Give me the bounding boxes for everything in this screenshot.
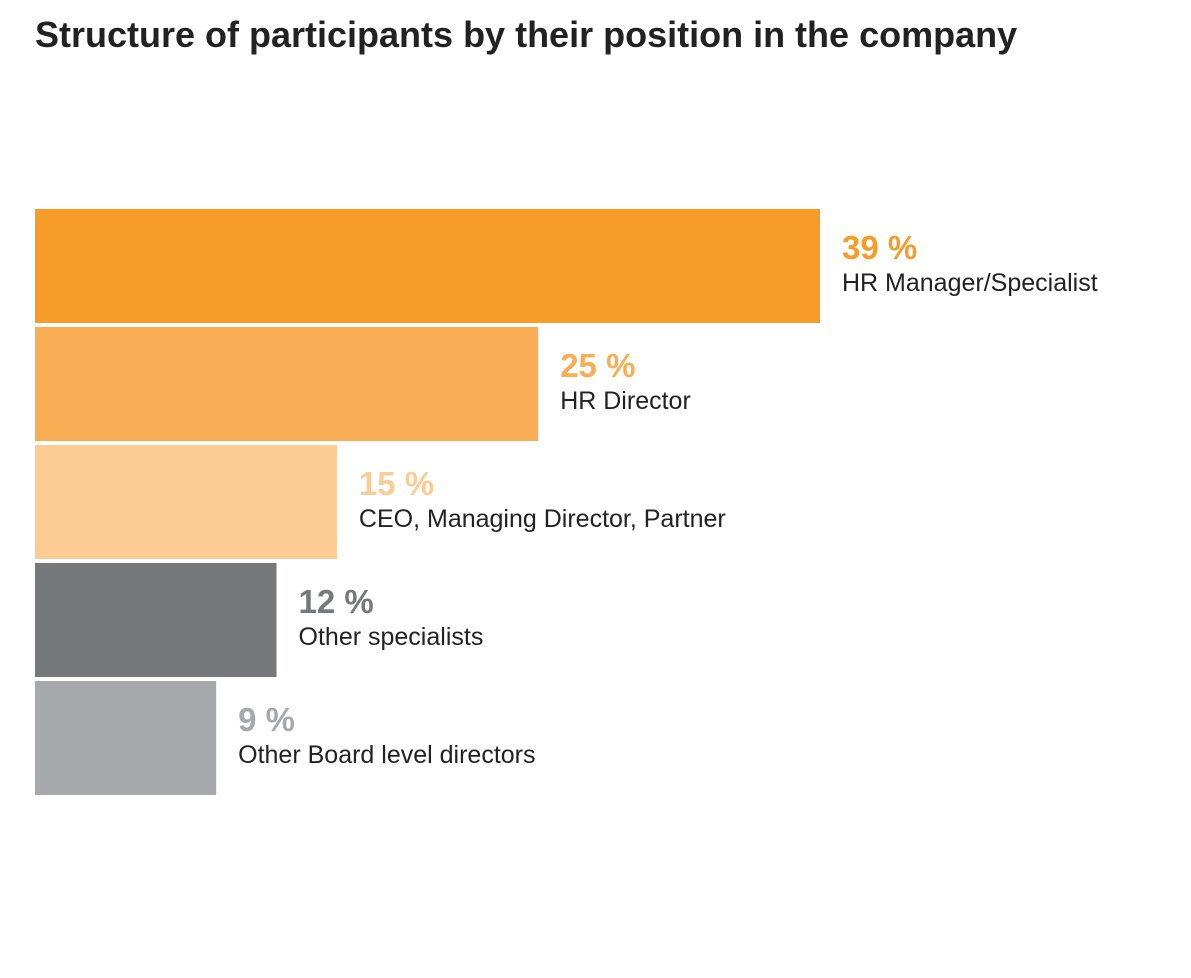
category-label-2: HR Director (560, 387, 691, 415)
bar-4 (35, 563, 277, 677)
category-label-3: CEO, Managing Director, Partner (359, 505, 726, 533)
bar-1 (35, 209, 820, 323)
value-label-2: 25 % (560, 347, 635, 384)
category-label-5: Other Board level directors (238, 741, 535, 769)
value-label-5: 9 % (238, 701, 295, 738)
value-label-1: 39 % (842, 229, 917, 266)
chart-title: Structure of participants by their posit… (35, 14, 1018, 55)
bar-5 (35, 681, 217, 795)
bar-2 (35, 327, 539, 441)
category-label-1: HR Manager/Specialist (842, 269, 1098, 297)
value-label-4: 12 % (299, 583, 374, 620)
bar-3 (35, 445, 337, 559)
value-label-3: 15 % (359, 465, 434, 502)
category-label-4: Other specialists (299, 623, 484, 651)
